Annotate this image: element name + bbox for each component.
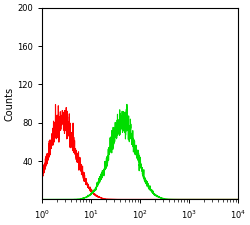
- Y-axis label: Counts: Counts: [4, 86, 14, 121]
